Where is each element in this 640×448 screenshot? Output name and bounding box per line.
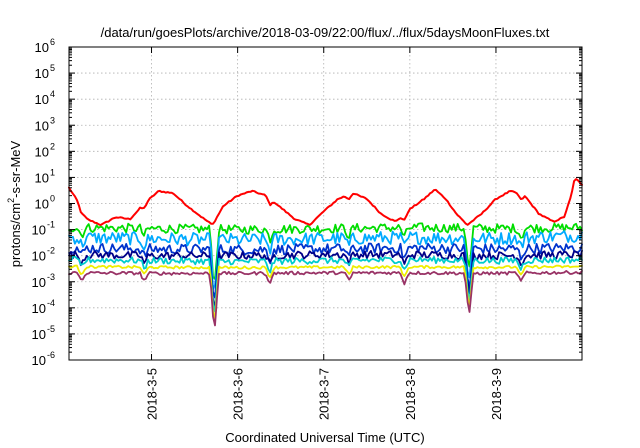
series-layer (68, 178, 583, 327)
y-tick-label: 10-4 (32, 298, 55, 316)
series-line (68, 178, 583, 227)
y-tick-label: 104 (35, 89, 55, 107)
y-tick-label: 10-3 (32, 272, 55, 290)
series-line (68, 222, 583, 280)
y-tick-label: 103 (35, 115, 55, 133)
y-axis-label-sup: 2 (6, 198, 16, 203)
x-tick-label: 2018-3-8 (403, 368, 418, 420)
series-line (68, 255, 583, 313)
y-tick-label: 10-5 (32, 324, 55, 342)
y-axis-label-rest: -s-sr-MeV (8, 140, 23, 197)
x-axis: 2018-3-5 2018-3-6 2018-3-7 2018-3-8 2018-3-9 (145, 47, 504, 420)
y-tick-label: 10-2 (32, 246, 55, 264)
x-tick-label: 2018-3-7 (317, 368, 332, 420)
y-axis-label: protons/cm2-s-sr-MeV (6, 140, 23, 267)
y-axis: 10-6 10-5 10-4 10-3 10-2 10-1 100 101 102 103 104 1… (32, 37, 582, 368)
y-tick-label: 106 (35, 37, 55, 55)
y-tick-label: 100 (35, 194, 55, 212)
y-axis-label-main: protons/cm (8, 203, 23, 267)
series-line (68, 269, 583, 327)
series-line (68, 242, 583, 299)
x-tick-label: 2018-3-5 (145, 368, 160, 420)
x-tick-label: 2018-3-6 (231, 368, 246, 420)
x-axis-label: Coordinated Universal Time (UTC) (225, 430, 424, 445)
x-tick-label: 2018-3-9 (489, 368, 504, 420)
chart-title: /data/run/goesPlots/archive/2018-03-09/2… (101, 25, 550, 40)
y-tick-label: 105 (35, 63, 55, 81)
series-line (68, 230, 583, 291)
series-line (68, 264, 583, 320)
y-tick-label: 10-1 (32, 220, 55, 238)
y-tick-label: 10-6 (32, 350, 55, 368)
y-tick-label: 102 (35, 141, 55, 159)
y-tick-label: 101 (35, 167, 55, 185)
